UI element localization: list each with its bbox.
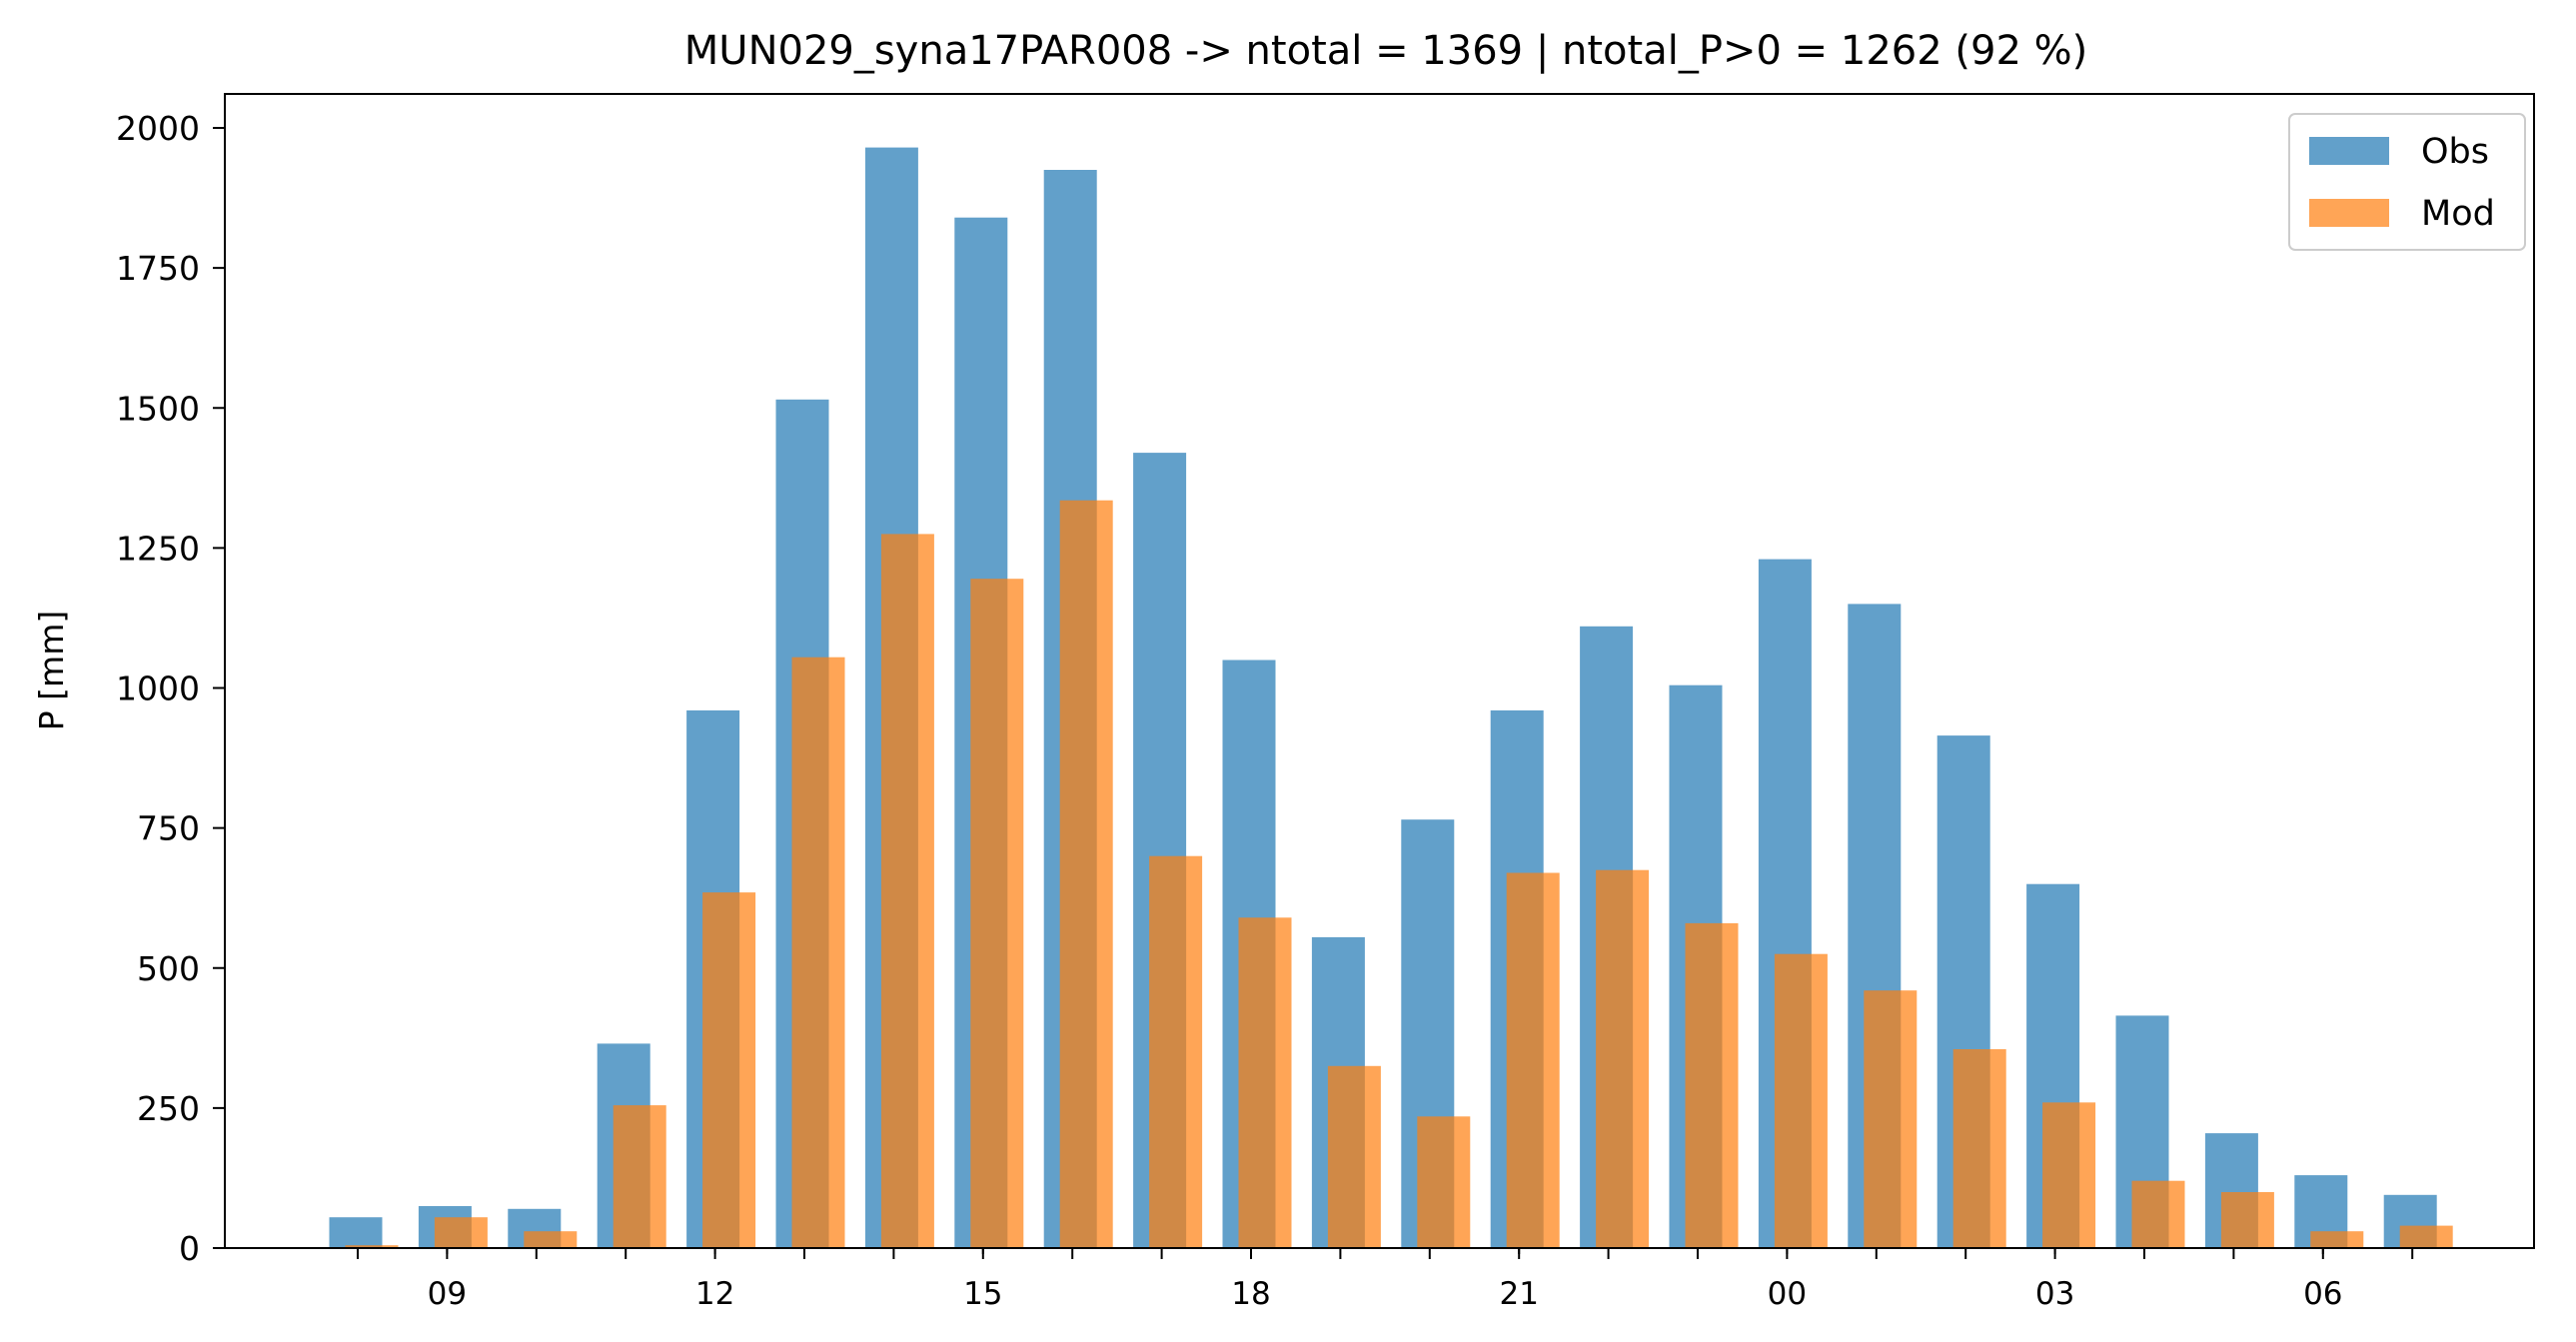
bar-mod-28 [2131, 1180, 2185, 1248]
bar-mod-22 [1596, 869, 1650, 1248]
y-axis-label: P [mm] [32, 611, 71, 730]
legend-label-obs: Obs [2421, 132, 2489, 172]
y-tick-label: 500 [137, 949, 200, 988]
bar-mod-17 [1149, 855, 1203, 1248]
x-axis: 09 12 15 18 21 00 03 06 [357, 1248, 2414, 1312]
legend-swatch-mod [2309, 199, 2389, 227]
x-tick-label: 00 [1768, 1276, 1807, 1312]
bar-mod-16 [1059, 500, 1113, 1248]
plot-frame [224, 93, 2535, 1249]
legend: Obs Mod [2288, 113, 2526, 251]
x-tick-label: 03 [2035, 1276, 2074, 1312]
bar-mod-12 [702, 892, 756, 1248]
legend-swatch-obs [2309, 137, 2389, 165]
bar-mod-29 [2220, 1192, 2274, 1248]
bar-mod-9 [434, 1217, 488, 1248]
y-tick-label: 250 [137, 1089, 200, 1128]
y-tick-label: 1500 [116, 389, 200, 428]
bar-mod-21 [1506, 872, 1560, 1248]
x-tick-label: 18 [1231, 1276, 1270, 1312]
bar-mod-27 [2042, 1102, 2096, 1248]
bar-mod-13 [791, 657, 845, 1248]
bar-mod-15 [970, 579, 1024, 1248]
x-tick-label: 15 [963, 1276, 1002, 1312]
x-tick-label: 06 [2303, 1276, 2342, 1312]
bar-mod-18 [1238, 917, 1292, 1248]
y-tick-label: 750 [137, 809, 200, 848]
legend-label-mod: Mod [2421, 194, 2495, 234]
bar-mod-19 [1327, 1065, 1381, 1248]
bar-mod-20 [1417, 1116, 1471, 1248]
x-tick-label: 09 [428, 1276, 467, 1312]
bar-mod-8 [345, 1245, 399, 1248]
bar-obs-8 [329, 1217, 383, 1248]
y-tick-label: 1000 [116, 670, 200, 708]
y-tick-label: 0 [179, 1229, 200, 1268]
y-axis: 0 250 500 750 1000 1250 1500 1750 2000 [116, 109, 225, 1268]
bar-mod-11 [613, 1105, 666, 1248]
y-tick-label: 1750 [116, 249, 200, 288]
x-tick-label: 12 [695, 1276, 734, 1312]
y-tick-label: 2000 [116, 109, 200, 148]
x-tick-label: 21 [1499, 1276, 1538, 1312]
bar-mod-26 [1952, 1049, 2006, 1248]
bar-mod-30 [2310, 1231, 2364, 1248]
chart-title: MUN029_syna17PAR008 -> ntotal = 1369 | n… [684, 28, 2087, 74]
bar-mod-14 [880, 534, 934, 1248]
bar-groups [329, 147, 2453, 1249]
y-tick-label: 1250 [116, 529, 200, 568]
bar-mod-10 [524, 1231, 578, 1248]
bar-mod-23 [1685, 922, 1739, 1248]
bar-mod-31 [2399, 1225, 2453, 1248]
bar-mod-24 [1774, 953, 1828, 1248]
bar-mod-25 [1864, 990, 1918, 1248]
